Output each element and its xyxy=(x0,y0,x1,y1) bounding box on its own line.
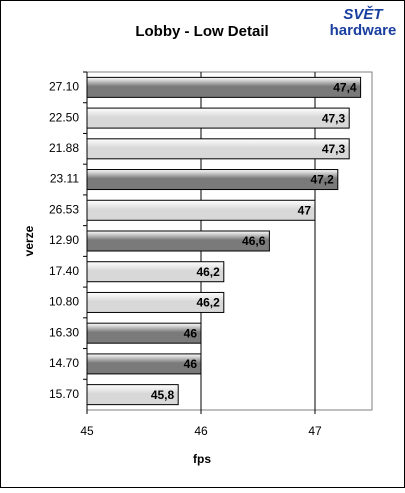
logo-bottom: hardware xyxy=(330,22,397,39)
bar xyxy=(86,230,270,252)
value-label: 47,4 xyxy=(333,81,357,95)
y-tick-label: 17.40 xyxy=(49,264,79,278)
value-label: 47 xyxy=(298,203,312,217)
value-label: 46 xyxy=(184,357,198,371)
bar xyxy=(86,138,350,160)
y-tick-label: 12.90 xyxy=(49,233,79,247)
value-label: 47,3 xyxy=(322,142,346,156)
value-label: 46,2 xyxy=(196,296,220,310)
x-tick-label: 46 xyxy=(194,424,208,438)
bar xyxy=(86,291,225,313)
bar xyxy=(86,76,362,98)
y-tick-label: 15.70 xyxy=(49,387,79,401)
y-tick-label: 14.70 xyxy=(49,356,79,370)
y-axis-label: verze xyxy=(22,225,36,256)
value-label: 45,8 xyxy=(151,388,175,402)
x-tick-label: 45 xyxy=(80,424,94,438)
y-tick-label: 10.80 xyxy=(49,295,79,309)
chart-title: Lobby - Low Detail xyxy=(135,23,268,40)
bar xyxy=(86,169,339,191)
x-axis-label: fps xyxy=(193,452,211,466)
bar xyxy=(86,199,316,221)
y-tick-label: 27.10 xyxy=(49,80,79,94)
y-tick-label: 21.88 xyxy=(49,141,79,155)
y-tick-label: 22.50 xyxy=(49,110,79,124)
value-label: 46,6 xyxy=(242,234,266,248)
bar xyxy=(86,322,202,344)
value-label: 46 xyxy=(184,326,198,340)
bar xyxy=(86,261,225,283)
x-tick-label: 47 xyxy=(308,424,322,438)
value-label: 46,2 xyxy=(196,265,220,279)
y-tick-label: 23.11 xyxy=(50,172,79,186)
bar xyxy=(86,353,202,375)
value-label: 47,3 xyxy=(322,111,346,125)
value-label: 47,2 xyxy=(310,173,334,187)
logo-top: SVĚT xyxy=(343,5,384,23)
bar xyxy=(86,107,350,129)
y-tick-label: 26.53 xyxy=(49,202,79,216)
bar xyxy=(86,384,179,406)
y-tick-label: 16.30 xyxy=(49,325,79,339)
